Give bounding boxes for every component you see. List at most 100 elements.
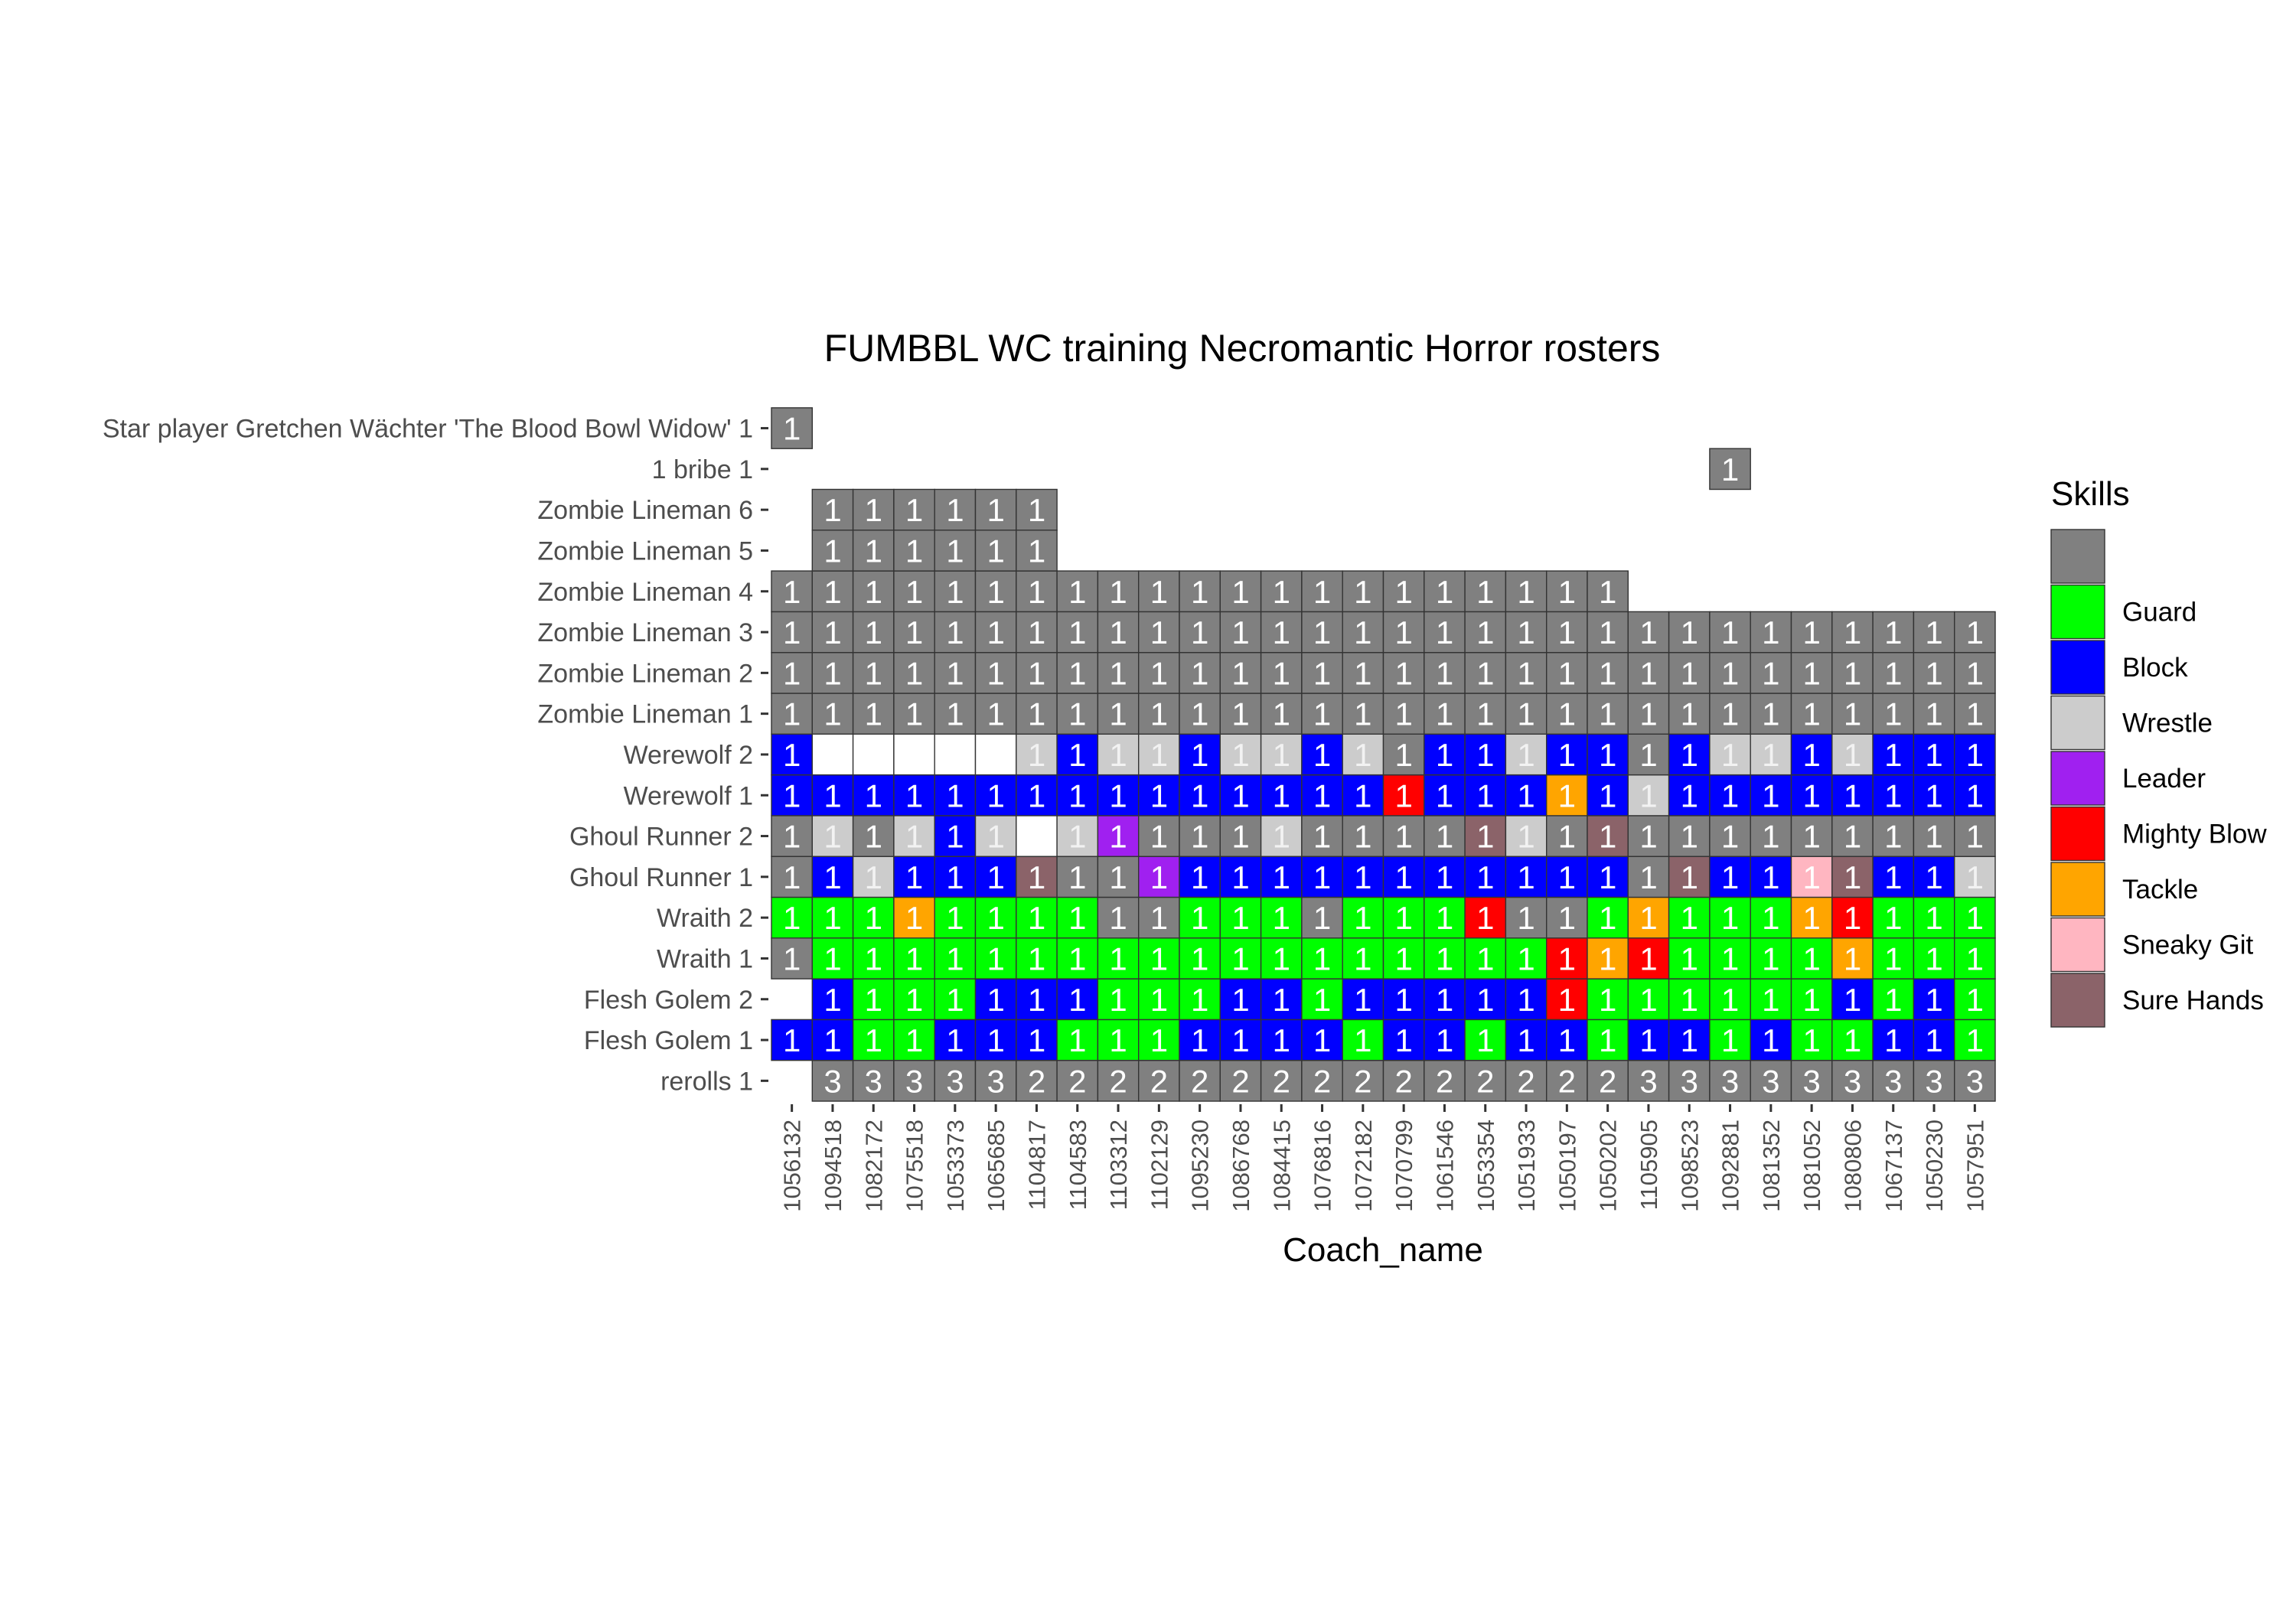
cell-value-label: 1 <box>865 533 882 569</box>
cell-value-label: 1 <box>946 941 964 977</box>
cell-value-label: 1 <box>1313 900 1331 936</box>
cell-value-label: 1 <box>1150 819 1168 855</box>
cell-value-label: 1 <box>987 859 1005 895</box>
cell-value-label: 1 <box>1436 737 1453 773</box>
cell-value-label: 1 <box>865 900 882 936</box>
cell-value-label: 1 <box>1273 614 1290 650</box>
cell-value-label: 1 <box>987 614 1005 650</box>
heatmap-cell <box>1709 1019 1751 1061</box>
heatmap-cell <box>1627 937 1670 980</box>
heatmap-cell <box>1137 1059 1180 1102</box>
heatmap-cell <box>1260 1059 1303 1102</box>
heatmap-cell <box>1790 652 1833 694</box>
heatmap-cell <box>1587 1019 1629 1061</box>
cell-value-label: 1 <box>1313 859 1331 895</box>
cell-value-label: 1 <box>1803 737 1821 773</box>
heatmap-cell <box>852 611 895 654</box>
heatmap-cell <box>1668 611 1711 654</box>
heatmap-cell <box>974 652 1017 694</box>
cell-value-label: 1 <box>1517 574 1534 610</box>
cell-value-label: 1 <box>1844 859 1861 895</box>
legend-title: Skills <box>2051 475 2130 513</box>
cell-value-label: 1 <box>1558 1022 1576 1058</box>
heatmap-cell <box>1342 570 1384 613</box>
cell-value-label: 1 <box>1231 941 1249 977</box>
heatmap-cell <box>1056 733 1099 776</box>
heatmap-cell <box>1831 774 1874 817</box>
cell-value-label: 1 <box>946 655 964 691</box>
cell-value-label: 1 <box>1884 737 1902 773</box>
cell-value-label: 1 <box>823 819 841 855</box>
cell-value-label: 1 <box>1844 900 1861 936</box>
cell-value-label: 3 <box>946 1063 964 1099</box>
heatmap-cell <box>1545 856 1588 898</box>
x-tick-label: 1050230 <box>1921 1120 1948 1212</box>
cell-value-label: 1 <box>1109 777 1127 813</box>
cell-value-label: 1 <box>1313 819 1331 855</box>
legend-swatch <box>2050 862 2105 917</box>
x-axis-title: Coach_name <box>1283 1231 1483 1269</box>
cell-value-label: 1 <box>1476 655 1494 691</box>
legend-label: Block <box>2122 653 2188 683</box>
x-tick-label: 1104817 <box>1024 1120 1051 1210</box>
cell-value-label: 1 <box>946 900 964 936</box>
x-tick-label: 1053373 <box>942 1120 969 1212</box>
cell-value-label: 1 <box>1925 777 1942 813</box>
heatmap-cells: 3 3 3 3 3 2 2 2 2 2 2 2 2 2 2 2 2 2 2 2 3 3 3 3 3 3 3 3 31 1 1 1 1 1 1 1 1 1 1… <box>771 407 1996 1102</box>
cell-value-label: 1 <box>1558 655 1576 691</box>
heatmap-cell <box>1587 1059 1629 1102</box>
heatmap-cell <box>1750 978 1792 1021</box>
cell-value-label: 1 <box>1599 614 1616 650</box>
heatmap-cell <box>771 693 813 735</box>
heatmap-cell <box>1505 611 1548 654</box>
cell-value-label: 1 <box>1925 941 1942 977</box>
cell-value-label: 1 <box>1273 777 1290 813</box>
x-tick-label: 1084415 <box>1268 1120 1295 1212</box>
heatmap-cell <box>1709 652 1751 694</box>
cell-value-label: 1 <box>1681 819 1698 855</box>
cell-value-label: 1 <box>1639 941 1657 977</box>
cell-value-label: 1 <box>1068 737 1086 773</box>
cell-value-label: 1 <box>1231 655 1249 691</box>
heatmap-cell <box>852 774 895 817</box>
cell-value-label: 1 <box>1966 1022 1984 1058</box>
heatmap-cell <box>1953 611 1996 654</box>
heatmap-cell <box>852 570 895 613</box>
heatmap-cell <box>1301 611 1343 654</box>
cell-value-label: 1 <box>1558 737 1576 773</box>
cell-value-label: 1 <box>783 655 801 691</box>
cell-value-label: 3 <box>823 1063 841 1099</box>
cell-value-label: 1 <box>987 492 1005 528</box>
heatmap-cell <box>1301 815 1343 857</box>
cell-value-label: 1 <box>1354 696 1371 732</box>
heatmap-cell <box>771 774 813 817</box>
legend-swatch <box>2050 973 2105 1028</box>
cell-value-label: 1 <box>1354 1022 1371 1058</box>
heatmap-cell <box>1342 937 1384 980</box>
cell-value-label: 1 <box>946 614 964 650</box>
cell-value-label: 1 <box>1028 614 1045 650</box>
cell-value-label: 1 <box>905 859 923 895</box>
cell-value-label: 1 <box>1599 574 1616 610</box>
heatmap-cell <box>771 407 813 449</box>
cell-value-label: 2 <box>1109 1063 1127 1099</box>
cell-value-label: 1 <box>1517 696 1534 732</box>
cell-value-label: 1 <box>1476 819 1494 855</box>
cell-value-label: 1 <box>1517 819 1534 855</box>
cell-value-label: 1 <box>1109 941 1127 977</box>
cell-value-label: 1 <box>1639 982 1657 1018</box>
cell-value-label: 1 <box>1313 941 1331 977</box>
heatmap-cell <box>1097 693 1140 735</box>
cell-value-label: 1 <box>1395 737 1413 773</box>
heatmap-cell <box>811 530 854 572</box>
cell-value-label: 1 <box>905 777 923 813</box>
heatmap-cell <box>1587 815 1629 857</box>
y-tick-label: Zombie Lineman 3 <box>537 618 753 647</box>
cell-value-label: 1 <box>865 696 882 732</box>
cell-value-label: 1 <box>823 859 841 895</box>
cell-value-label: 1 <box>1068 696 1086 732</box>
cell-value-label: 1 <box>1925 819 1942 855</box>
heatmap-cell <box>1831 611 1874 654</box>
cell-value-label: 1 <box>987 777 1005 813</box>
y-tick-label: 1 bribe 1 <box>652 455 753 484</box>
